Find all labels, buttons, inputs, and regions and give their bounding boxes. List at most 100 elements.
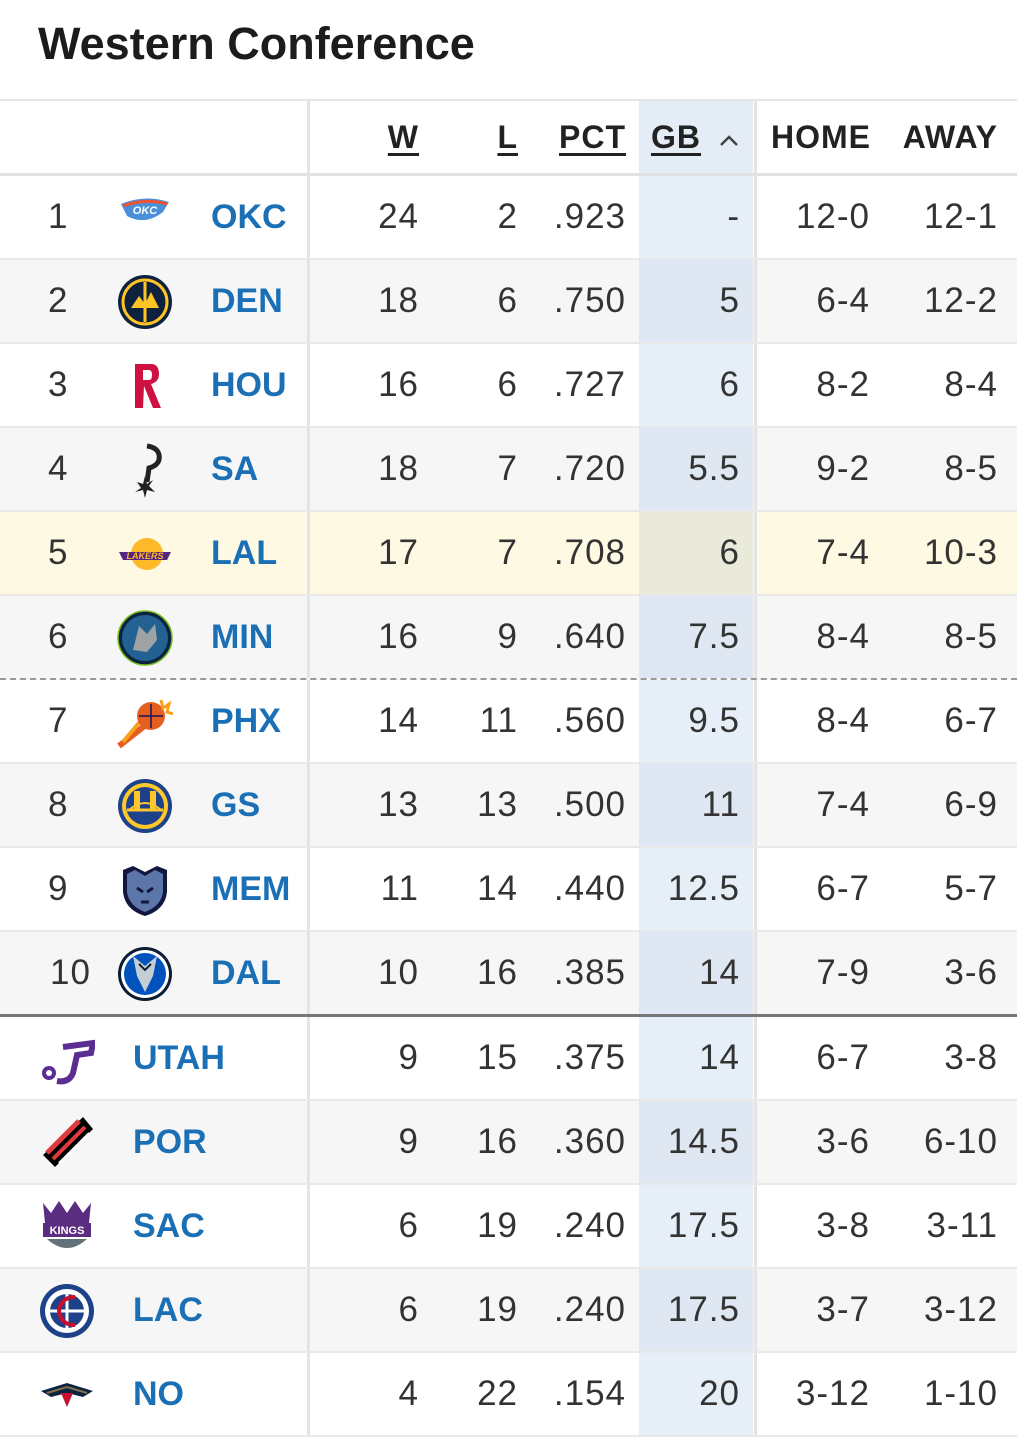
away-record: 3-8 xyxy=(944,1038,998,1077)
team-link[interactable]: LAC xyxy=(133,1290,203,1329)
timberwolves-logo-icon[interactable] xyxy=(117,610,173,666)
games-back: 17.5 xyxy=(667,1206,740,1245)
losses: 2 xyxy=(497,197,518,236)
sort-gb-header[interactable]: GB xyxy=(651,118,701,155)
column-divider xyxy=(754,1101,757,1183)
team-link[interactable]: POR xyxy=(133,1122,207,1161)
losses: 7 xyxy=(497,449,518,488)
away-record: 1-10 xyxy=(923,1374,998,1413)
rank: 10 xyxy=(50,953,91,992)
losses: 11 xyxy=(479,701,518,740)
win-pct: .720 xyxy=(553,449,626,488)
kings-logo-icon[interactable]: KINGS xyxy=(39,1199,95,1255)
games-back: 5.5 xyxy=(688,449,740,488)
wins: 17 xyxy=(378,533,419,572)
column-divider xyxy=(307,101,310,173)
gb-column-highlight xyxy=(639,848,753,930)
rank: 3 xyxy=(48,365,69,404)
column-divider xyxy=(307,176,310,258)
sort-wins-header[interactable]: W xyxy=(387,118,419,155)
column-divider xyxy=(307,1185,310,1267)
team-link[interactable]: DAL xyxy=(211,953,281,992)
column-divider xyxy=(307,428,310,510)
home-record: 9-2 xyxy=(816,449,870,488)
home-record: 6-7 xyxy=(816,1038,870,1077)
column-divider xyxy=(754,932,757,1014)
win-pct: .560 xyxy=(553,701,626,740)
spurs-logo-icon[interactable] xyxy=(117,442,173,498)
team-link[interactable]: SA xyxy=(211,449,259,488)
games-back: 14 xyxy=(699,1038,740,1077)
trail-blazers-logo-icon[interactable] xyxy=(39,1115,95,1171)
away-record: 5-7 xyxy=(944,869,998,908)
win-pct: .640 xyxy=(553,617,626,656)
sort-pct-header[interactable]: PCT xyxy=(559,118,626,155)
gb-column-highlight xyxy=(639,428,753,510)
wins: 13 xyxy=(378,785,419,824)
home-header: HOME xyxy=(771,118,871,155)
table-header: W L PCT GB HOME AWAY xyxy=(0,99,1017,176)
team-link[interactable]: PHX xyxy=(211,701,281,740)
home-record: 6-7 xyxy=(816,869,870,908)
win-pct: .500 xyxy=(553,785,626,824)
mavericks-logo-icon[interactable] xyxy=(117,946,173,1002)
losses: 22 xyxy=(477,1374,518,1413)
rockets-logo-icon[interactable] xyxy=(117,358,173,414)
wins: 9 xyxy=(398,1038,419,1077)
column-divider xyxy=(754,260,757,342)
thunder-logo-icon[interactable]: OKC xyxy=(117,190,173,246)
games-back: 14.5 xyxy=(667,1122,740,1161)
lakers-logo-icon[interactable]: LAKERS xyxy=(117,526,173,582)
rank: 7 xyxy=(48,701,69,740)
gb-column-highlight xyxy=(639,1353,753,1435)
wins: 24 xyxy=(378,197,419,236)
home-record: 12-0 xyxy=(795,197,870,236)
losses: 6 xyxy=(497,365,518,404)
team-link[interactable]: MIN xyxy=(211,617,274,656)
jazz-logo-icon[interactable] xyxy=(39,1031,97,1087)
suns-logo-icon[interactable] xyxy=(117,694,174,750)
warriors-logo-icon[interactable] xyxy=(117,778,173,834)
pelicans-logo-icon[interactable] xyxy=(39,1367,95,1423)
team-link[interactable]: HOU xyxy=(211,365,287,404)
win-pct: .240 xyxy=(553,1290,626,1329)
losses: 16 xyxy=(477,953,518,992)
nuggets-logo-icon[interactable] xyxy=(117,274,173,330)
wins: 4 xyxy=(398,1374,419,1413)
team-link[interactable]: NO xyxy=(133,1374,184,1413)
losses: 19 xyxy=(477,1206,518,1245)
home-record: 8-4 xyxy=(816,617,870,656)
column-divider xyxy=(754,596,757,678)
losses: 6 xyxy=(497,281,518,320)
team-link[interactable]: MEM xyxy=(211,869,291,908)
games-back: 20 xyxy=(699,1374,740,1413)
wins: 10 xyxy=(378,953,419,992)
win-pct: .360 xyxy=(553,1122,626,1161)
clippers-logo-icon[interactable] xyxy=(39,1283,95,1339)
table-row: NO 4 22 .154 20 3-12 1-10 xyxy=(0,1353,1017,1437)
team-link[interactable]: UTAH xyxy=(133,1038,225,1077)
away-record: 6-7 xyxy=(944,701,998,740)
rank: 4 xyxy=(48,449,69,488)
gb-column-highlight xyxy=(639,260,753,342)
column-divider xyxy=(307,1101,310,1183)
team-link[interactable]: GS xyxy=(211,785,261,824)
rank: 1 xyxy=(48,197,69,236)
kings-logo-text: KINGS xyxy=(50,1225,85,1237)
table-row: KINGS SAC 6 19 .240 17.5 3-8 3-11 xyxy=(0,1185,1017,1269)
away-record: 10-3 xyxy=(923,533,998,572)
grizzlies-logo-icon[interactable] xyxy=(117,862,173,918)
column-divider xyxy=(307,260,310,342)
team-link[interactable]: LAL xyxy=(211,533,278,572)
table-row: 5 LAKERS LAL 17 7 .708 6 7-4 10-3 xyxy=(0,512,1017,596)
wins: 16 xyxy=(378,617,419,656)
wins: 6 xyxy=(398,1206,419,1245)
win-pct: .923 xyxy=(553,197,626,236)
gb-column-highlight xyxy=(639,512,753,594)
team-link[interactable]: SAC xyxy=(133,1206,205,1245)
team-link[interactable]: DEN xyxy=(211,281,283,320)
team-link[interactable]: OKC xyxy=(211,197,287,236)
sort-losses-header[interactable]: L xyxy=(497,118,518,155)
away-record: 6-9 xyxy=(944,785,998,824)
away-record: 3-6 xyxy=(944,953,998,992)
